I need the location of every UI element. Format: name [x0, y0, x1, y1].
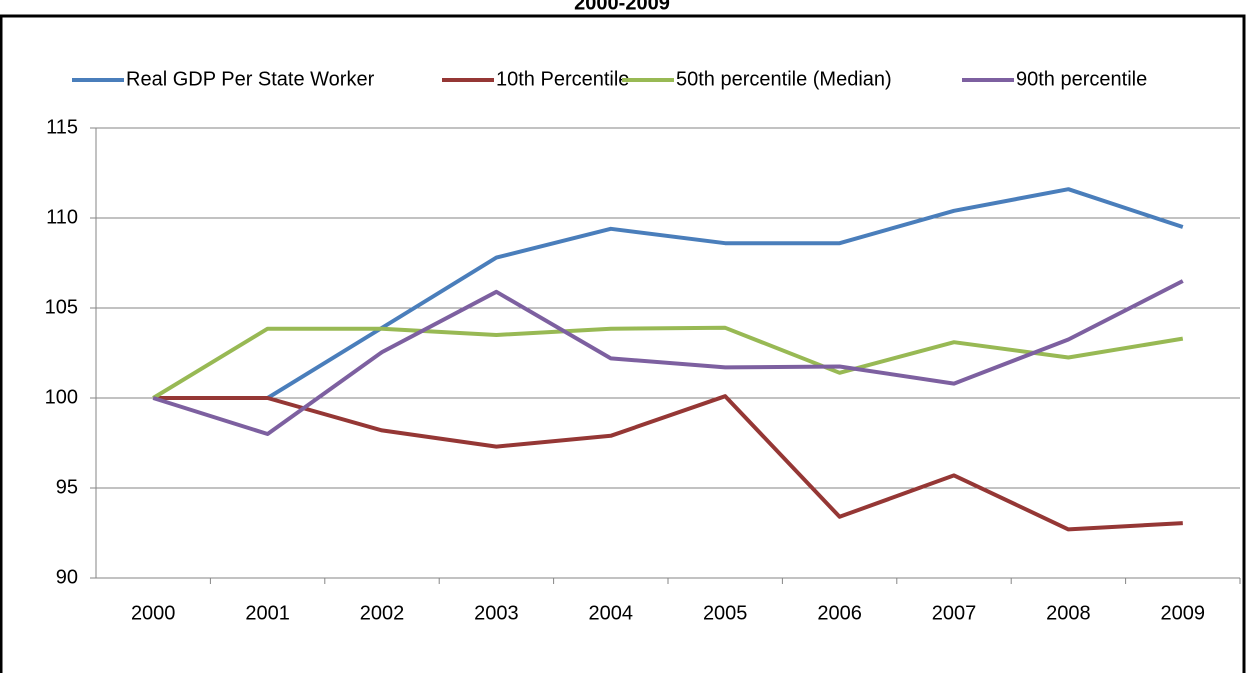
y-tick-label: 110 [46, 206, 78, 228]
series-line [152, 279, 1184, 436]
y-tick-label: 90 [56, 566, 78, 588]
x-tick-label: 2001 [245, 602, 290, 624]
series-line [153, 394, 1183, 532]
x-tick-label: 2006 [817, 602, 862, 624]
x-tick-label: 2000 [131, 602, 176, 624]
x-tick-label: 2007 [932, 602, 977, 624]
y-tick-label: 95 [56, 476, 78, 498]
y-tick-label: 115 [46, 116, 78, 138]
x-tick-label: 2005 [703, 602, 748, 624]
chart-title: 2000-2009 [574, 0, 670, 14]
x-tick-label: 2008 [1046, 602, 1091, 624]
y-tick-label: 100 [45, 386, 78, 408]
legend-label: Real GDP Per State Worker [126, 68, 375, 90]
x-tick-label: 2002 [360, 602, 405, 624]
x-tick-label: 2004 [589, 602, 634, 624]
series-line [152, 325, 1184, 400]
x-tick-label: 2009 [1161, 602, 1206, 624]
series-line [153, 187, 1184, 400]
x-tick-label: 2003 [474, 602, 519, 624]
y-tick-label: 105 [45, 296, 78, 318]
legend-label: 50th percentile (Median) [676, 68, 892, 90]
chart-border [0, 14, 1246, 673]
legend-label: 90th percentile [1016, 68, 1147, 90]
legend-label: 10th Percentile [496, 68, 629, 90]
